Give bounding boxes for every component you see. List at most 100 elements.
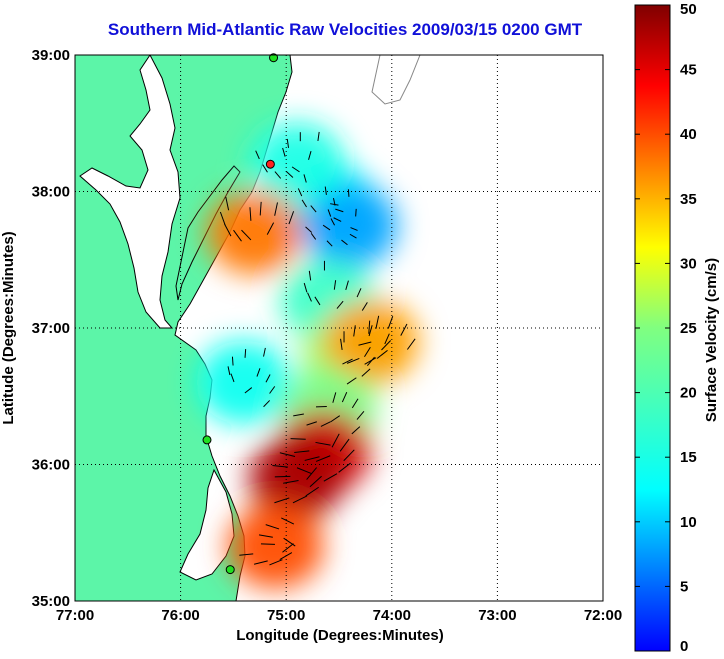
colorbar-tick-label: 30	[680, 255, 697, 272]
velocity-blob	[301, 183, 398, 268]
velocity-vector	[255, 150, 260, 160]
colorbar-label: Surface Velocity (cm/s)	[703, 258, 720, 422]
velocity-vector	[291, 166, 300, 173]
velocity-vector	[366, 356, 375, 366]
velocity-vector	[274, 475, 291, 478]
velocity-vector	[249, 207, 252, 221]
velocity-vector	[269, 386, 276, 394]
velocity-vector	[336, 300, 344, 309]
velocity-blob	[248, 436, 345, 521]
velocity-vector	[227, 366, 231, 376]
velocity-vector	[341, 392, 348, 403]
velocity-vector	[294, 450, 310, 453]
velocity-vector	[308, 151, 312, 160]
velocity-vector	[301, 199, 307, 208]
velocity-blob	[206, 190, 303, 275]
radar-station-marker	[225, 565, 235, 575]
velocity-vector	[310, 232, 317, 240]
velocity-vector	[327, 209, 332, 217]
velocity-vector	[323, 473, 338, 482]
pamlico-sound	[179, 468, 235, 581]
velocity-vector	[387, 315, 394, 329]
colorbar-tick-label: 0	[680, 638, 688, 655]
x-tick-label: 75:00	[267, 607, 305, 624]
velocity-vector	[384, 333, 390, 345]
colorbar-tick-label: 5	[680, 578, 688, 595]
velocity-vector	[322, 224, 331, 231]
colorbar-tick-label: 15	[680, 449, 697, 466]
velocity-vector	[345, 280, 349, 291]
velocity-vector	[283, 537, 296, 547]
velocity-vector	[317, 131, 320, 141]
colorbar-tick-label: 35	[680, 191, 697, 208]
chesapeake-bay	[79, 55, 181, 329]
velocity-vector	[338, 462, 351, 473]
velocity-vector	[332, 197, 336, 206]
velocity-vector	[368, 325, 373, 337]
x-tick-label: 72:00	[584, 607, 622, 624]
velocity-vector	[244, 387, 253, 394]
x-tick-label: 73:00	[478, 607, 516, 624]
velocity-vector	[335, 208, 344, 213]
velocity-vector	[355, 208, 357, 217]
velocity-vector	[347, 189, 350, 197]
colorbar-tick-label: 20	[680, 385, 697, 402]
chart-title: Southern Mid-Atlantic Raw Velocities 200…	[107, 20, 583, 39]
radar-station-marker	[265, 159, 275, 169]
velocity-vector	[219, 211, 226, 225]
velocity-blob	[248, 122, 345, 207]
y-tick-label: 39:00	[32, 47, 70, 64]
velocity-vector	[324, 186, 327, 195]
velocity-vector	[340, 338, 343, 351]
radar-stations	[202, 53, 279, 575]
velocity-vector	[349, 233, 357, 239]
velocity-vector	[233, 229, 242, 242]
velocity-vector	[258, 534, 273, 538]
velocity-vector	[361, 368, 371, 377]
velocity-vector	[262, 164, 268, 173]
velocity-vector	[341, 239, 348, 246]
velocity-vector	[400, 323, 408, 336]
velocity-vector	[330, 218, 336, 226]
velocity-vector	[282, 147, 286, 157]
velocity-vector	[368, 320, 371, 334]
velocity-vector	[343, 449, 355, 462]
velocity-vector	[309, 475, 322, 488]
velocity-vector	[364, 346, 371, 358]
y-tick-labels: 35:00 36:00 37:00 38:00 39:00	[32, 47, 70, 610]
x-tick-label: 76:00	[161, 607, 199, 624]
velocity-vector	[353, 325, 356, 337]
velocity-vector	[279, 552, 293, 561]
colorbar	[634, 4, 671, 652]
plot-frame	[74, 54, 604, 602]
velocity-vector	[333, 217, 342, 222]
colorbar-tick-label: 10	[680, 514, 697, 531]
velocity-vector	[306, 467, 318, 480]
radar-station-marker	[202, 435, 212, 445]
velocity-vector	[331, 433, 340, 448]
velocity-vector	[283, 480, 299, 484]
colorbar-tick-label: 40	[680, 126, 697, 143]
velocity-field	[195, 122, 419, 589]
velocity-vector	[330, 415, 341, 423]
velocity-vectors	[219, 131, 416, 566]
velocity-vector	[265, 374, 271, 383]
velocity-vector	[333, 280, 337, 290]
velocity-vector	[224, 223, 232, 237]
velocity-vector	[239, 553, 254, 556]
velocity-vector	[244, 349, 247, 358]
velocity-vector	[288, 211, 295, 225]
velocity-vector	[307, 292, 312, 302]
velocity-vector	[326, 240, 333, 247]
y-tick-label: 38:00	[32, 184, 70, 201]
velocity-vector	[320, 421, 331, 427]
velocity-vector	[308, 270, 312, 281]
velocity-vector	[330, 203, 339, 206]
velocity-vector	[381, 340, 391, 351]
colorbar-tick-label: 25	[680, 320, 697, 337]
velocity-blob	[195, 340, 292, 425]
colorbar-tick-label: 50	[680, 1, 697, 18]
velocity-vector	[290, 438, 306, 440]
radar-station-marker	[269, 53, 279, 63]
x-tick-label: 77:00	[56, 607, 94, 624]
